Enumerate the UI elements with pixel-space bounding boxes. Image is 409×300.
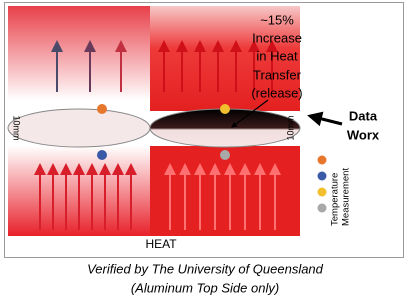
annotation-line: ~15% (260, 12, 294, 27)
right-disc (150, 109, 300, 147)
annotation-line: (release) (251, 85, 302, 100)
annotation-line: Increase (252, 30, 302, 45)
legend-dot (318, 204, 327, 213)
brand-line: Worx (347, 127, 380, 142)
caption-line: (Aluminum Top Side only) (131, 280, 279, 295)
legend-dot (318, 156, 327, 165)
legend-dot (318, 188, 327, 197)
brand-line: Data (349, 108, 378, 123)
figure: 10mm 10mm ~15% Increase in Heat Transfer… (0, 0, 409, 300)
left-disc (8, 109, 150, 147)
legend-text: Temperature (330, 173, 341, 226)
caption-line: Verified by The University of Queensland (87, 261, 324, 276)
sensor-dot (97, 150, 107, 160)
sensor-dot (220, 150, 230, 160)
disc-label: 10mm (285, 115, 295, 140)
page: 10mm 10mm ~15% Increase in Heat Transfer… (0, 0, 409, 300)
sensor-dot (97, 104, 107, 114)
disc-label: 10mm (12, 115, 22, 140)
sensor-dot (220, 104, 230, 114)
bottom-label: HEAT (145, 237, 177, 251)
left-top (8, 6, 150, 111)
annotation-line: Transfer (253, 67, 302, 82)
legend-dot (318, 172, 327, 181)
annotation-line: in Heat (256, 48, 298, 63)
legend-text: Measurement (341, 168, 352, 226)
